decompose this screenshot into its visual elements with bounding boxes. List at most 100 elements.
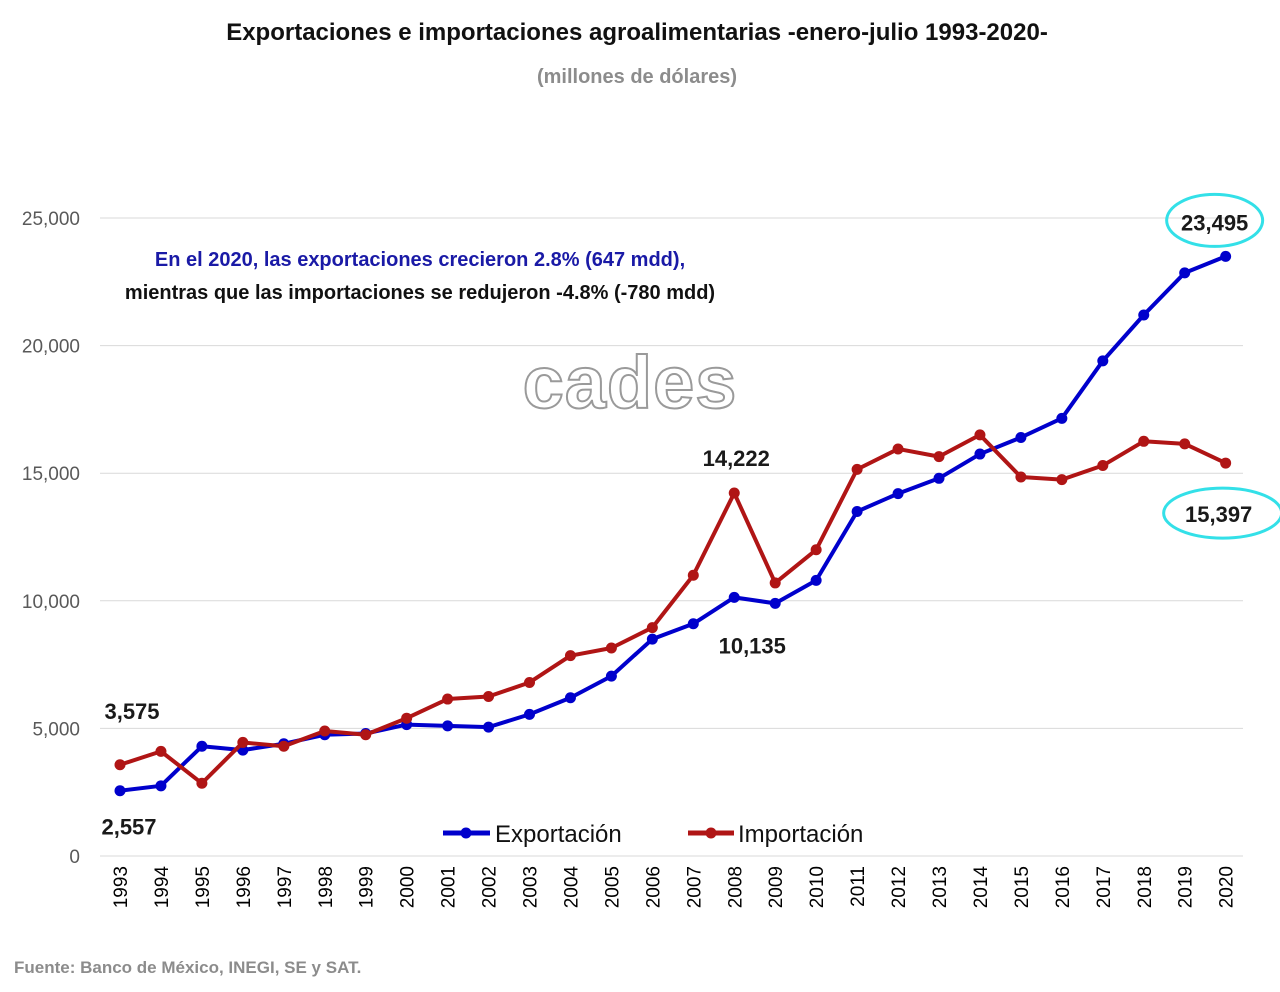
data-point-importacion <box>769 577 781 589</box>
x-tick-label: 2017 <box>1094 866 1115 908</box>
highlight-ellipse <box>1165 192 1265 248</box>
data-point-importacion <box>810 544 822 556</box>
data-point-exportacion <box>196 740 208 752</box>
data-point-importacion <box>728 487 740 499</box>
x-tick-label: 2004 <box>561 866 582 909</box>
y-tick-label: 15,000 <box>22 464 80 485</box>
data-point-exportacion <box>564 692 576 704</box>
x-tick-label: 1999 <box>357 866 378 908</box>
x-tick-label: 2011 <box>848 866 869 907</box>
y-tick-label: 0 <box>69 847 80 868</box>
legend: Exportación Importación <box>443 821 863 848</box>
chart-title: Exportaciones e importaciones agroalimen… <box>226 19 1048 46</box>
x-tick-label: 2018 <box>1135 866 1156 908</box>
data-point-importacion <box>605 642 617 654</box>
annotation-imports: mientras que las importaciones se reduje… <box>125 282 715 304</box>
data-point-exportacion <box>1056 412 1068 424</box>
data-point-exportacion <box>1179 267 1191 279</box>
x-tick-label: 2005 <box>602 866 623 908</box>
legend-marker-exportacion <box>460 827 472 839</box>
x-tick-label: 2003 <box>521 866 542 908</box>
data-label: 3,575 <box>104 699 159 724</box>
x-tick-label: 1995 <box>193 866 214 908</box>
series-importacion <box>114 429 1232 789</box>
data-point-importacion <box>483 691 495 702</box>
data-point-exportacion <box>728 591 740 603</box>
data-label: 15,397 <box>1185 502 1252 527</box>
data-point-importacion <box>933 451 945 463</box>
data-label: 2,557 <box>101 815 156 840</box>
x-tick-label: 2000 <box>398 866 419 908</box>
x-tick-label: 1998 <box>316 866 337 908</box>
series <box>114 250 1232 797</box>
data-point-importacion <box>1015 471 1027 483</box>
x-tick-label: 2014 <box>971 866 992 909</box>
data-point-importacion <box>851 463 863 475</box>
data-point-exportacion <box>524 708 535 720</box>
series-exportacion <box>114 250 1232 797</box>
data-point-importacion <box>1056 474 1068 486</box>
legend-label-exportacion: Exportación <box>495 821 622 848</box>
x-tick-label: 2009 <box>766 866 787 908</box>
chart-subtitle: (millones de dólares) <box>537 66 737 88</box>
data-point-exportacion <box>1138 309 1150 321</box>
source-note: Fuente: Banco de México, INEGI, SE y SAT… <box>14 958 361 977</box>
y-tick-label: 5,000 <box>32 719 80 740</box>
data-point-importacion <box>892 443 904 455</box>
x-tick-label: 2015 <box>1012 866 1033 908</box>
data-label: 23,495 <box>1181 210 1248 235</box>
y-tick-label: 10,000 <box>22 592 80 613</box>
x-tick-label: 2008 <box>725 866 746 908</box>
series-line-exportacion <box>118 254 1228 793</box>
data-point-exportacion <box>1097 355 1109 367</box>
data-label: 14,222 <box>703 446 770 471</box>
data-point-exportacion <box>687 618 699 630</box>
x-tick-label: 2020 <box>1217 866 1238 908</box>
data-point-exportacion <box>933 472 945 484</box>
data-point-importacion <box>524 676 535 688</box>
series-line-importacion <box>118 432 1228 786</box>
legend-item-importacion: Importación <box>688 821 863 848</box>
data-point-exportacion <box>810 574 822 586</box>
x-tick-label: 2012 <box>889 866 910 908</box>
data-point-exportacion <box>851 505 863 517</box>
data-point-importacion <box>114 759 126 771</box>
x-tick-label: 2013 <box>930 866 951 908</box>
data-point-importacion <box>1179 438 1191 450</box>
data-point-exportacion <box>1220 250 1232 262</box>
data-point-importacion <box>237 736 249 748</box>
data-point-exportacion <box>483 721 495 733</box>
x-axis-ticks: 1993 1994 1995 1996 1997 1998 1999 2000 2001 2002… <box>111 866 1238 909</box>
data-point-exportacion <box>155 780 167 792</box>
data-point-importacion <box>974 429 986 441</box>
data-point-importacion <box>319 725 331 737</box>
data-point-importacion <box>646 622 658 634</box>
data-point-importacion <box>687 569 699 581</box>
data-point-exportacion <box>1015 431 1027 443</box>
y-tick-label: 25,000 <box>22 209 80 230</box>
x-tick-label: 1993 <box>111 866 132 908</box>
data-point-importacion <box>442 693 454 705</box>
data-point-importacion <box>1097 460 1109 472</box>
x-tick-label: 2006 <box>643 866 664 908</box>
data-point-exportacion <box>769 597 781 609</box>
data-point-importacion <box>196 777 208 789</box>
x-tick-label: 2002 <box>480 866 501 908</box>
annotation-exports: En el 2020, las exportaciones crecieron … <box>155 249 685 271</box>
data-labels: 3,575 2,557 14,222 10,135 23,495 15,397 <box>101 192 1280 840</box>
data-point-importacion <box>360 729 372 741</box>
data-point-importacion <box>278 740 290 752</box>
x-tick-label: 1997 <box>275 866 296 908</box>
watermark: cades <box>523 341 738 424</box>
y-axis-ticks: 0 5,000 10,000 15,000 20,000 25,000 <box>22 209 80 868</box>
data-point-exportacion <box>646 633 658 645</box>
data-point-importacion <box>1220 457 1232 469</box>
x-tick-label: 1994 <box>152 866 173 909</box>
grid <box>100 217 1243 857</box>
highlight-ellipse <box>1162 486 1280 540</box>
x-tick-label: 2019 <box>1176 866 1197 908</box>
x-tick-label: 2001 <box>439 866 460 908</box>
data-point-exportacion <box>974 448 986 460</box>
data-point-exportacion <box>605 670 617 682</box>
